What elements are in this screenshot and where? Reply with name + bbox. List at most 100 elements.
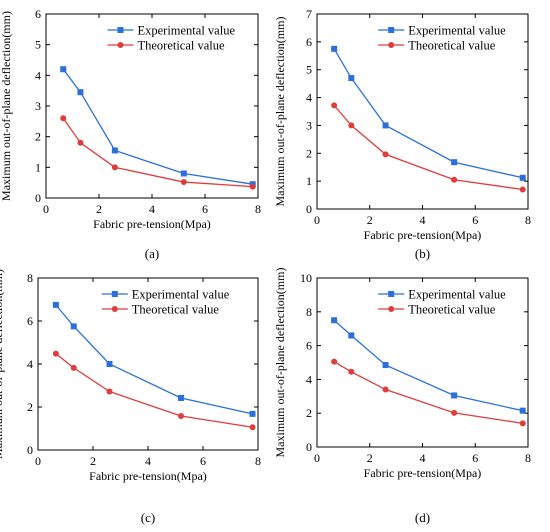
y-tick-label: 1: [35, 160, 41, 174]
experimental-point: [178, 394, 184, 401]
theoretical-line: [333, 361, 523, 424]
y-tick-label: 2: [306, 406, 312, 420]
x-tick-label: 6: [472, 213, 478, 227]
x-tick-label: 8: [255, 202, 261, 216]
x-tick-label: 8: [255, 454, 261, 468]
y-tick-label: 7: [306, 7, 312, 21]
x-tick-label: 0: [314, 213, 320, 227]
x-tick-label: 4: [420, 213, 426, 227]
theoretical-point: [348, 368, 355, 375]
x-tick-label: 6: [202, 202, 208, 216]
legend-circle-marker: [388, 42, 395, 48]
legend-square-marker: [111, 291, 118, 297]
y-tick-label: 4: [306, 372, 312, 386]
x-tick-label: 8: [525, 213, 531, 227]
theoretical-point: [60, 115, 67, 122]
experimental-point: [451, 392, 458, 399]
experimental-line: [333, 319, 523, 412]
x-axis-label: Fabric pre-tension(Mpa): [364, 228, 482, 242]
x-tick-label: 2: [367, 451, 373, 465]
y-tick-label: 4: [35, 68, 41, 82]
experimental-line: [333, 48, 523, 179]
x-tick-label: 0: [314, 451, 320, 465]
legend-square-marker: [388, 291, 395, 297]
experimental-point: [451, 159, 458, 166]
y-tick-label: 2: [27, 400, 33, 414]
experimental-line: [62, 68, 253, 185]
x-axis-label: Fabric pre-tension(Mpa): [364, 466, 482, 480]
theoretical-point: [70, 364, 77, 371]
experimental-point: [519, 407, 526, 414]
x-tick-label: 2: [90, 454, 96, 468]
theoretical-line: [55, 353, 253, 428]
x-tick-label: 8: [525, 451, 531, 465]
y-axis-label: Maximum out-of-plane deflection(mm): [273, 268, 287, 458]
experimental-point: [331, 317, 338, 324]
y-tick-label: 2: [35, 130, 41, 144]
experimental-point: [382, 122, 389, 129]
experimental-point: [70, 323, 77, 330]
y-tick-label: 4: [306, 91, 312, 105]
experimental-point: [331, 45, 338, 52]
x-tick-label: 2: [96, 202, 102, 216]
x-axis-label: Fabric pre-tension(Mpa): [93, 217, 211, 231]
theoretical-point: [249, 183, 256, 190]
legend-label: Experimental value: [408, 288, 506, 302]
chart-panel-4: 0 2 4 6 8 0 2 4 6 8 10 Fabric pre-tension(Mpa) Maxim…: [273, 268, 531, 525]
panel-label: (c): [141, 510, 155, 525]
y-tick-label: 8: [27, 271, 33, 285]
x-tick-label: 6: [472, 451, 478, 465]
x-tick-label: 4: [420, 451, 426, 465]
x-tick-label: 0: [43, 202, 49, 216]
theoretical-point: [77, 139, 84, 146]
theoretical-point: [451, 409, 458, 416]
theoretical-point: [52, 350, 59, 357]
theoretical-point: [180, 179, 187, 186]
x-tick-label: 2: [367, 213, 373, 227]
theoretical-point: [451, 176, 458, 183]
legend-label: Experimental value: [137, 24, 235, 38]
panel-label: (a): [145, 246, 159, 261]
x-tick-label: 0: [35, 454, 41, 468]
y-tick-label: 8: [306, 305, 312, 319]
theoretical-point: [382, 386, 389, 393]
theoretical-point: [519, 420, 526, 427]
y-tick-label: 5: [35, 38, 41, 52]
y-axis-label: Maximum out-of-plane deflection(mm): [0, 11, 13, 201]
theoretical-point: [178, 413, 184, 420]
x-axis-label: Fabric pre-tension(Mpa): [89, 469, 207, 483]
experimental-line: [55, 304, 253, 415]
y-tick-label: 2: [306, 146, 312, 160]
y-tick-label: 1: [306, 174, 312, 188]
x-tick-label: 6: [200, 454, 206, 468]
legend-label: Theoretical value: [408, 303, 496, 317]
y-tick-label: 6: [306, 339, 312, 353]
y-tick-label: 6: [306, 35, 312, 49]
experimental-point: [348, 332, 355, 339]
experimental-point: [249, 410, 256, 417]
theoretical-point: [331, 358, 338, 365]
experimental-point: [106, 361, 113, 367]
y-tick-label: 6: [35, 7, 41, 21]
theoretical-line: [333, 104, 523, 191]
y-tick-label: 6: [27, 314, 33, 328]
y-tick-label: 0: [306, 440, 312, 454]
y-tick-label: 5: [306, 63, 312, 77]
experimental-point: [60, 66, 67, 73]
theoretical-point: [519, 186, 526, 193]
y-tick-label: 0: [35, 191, 41, 205]
y-tick-label: 4: [27, 357, 33, 371]
theoretical-point: [382, 151, 389, 158]
experimental-point: [382, 362, 389, 369]
theoretical-point: [249, 424, 256, 431]
x-tick-label: 4: [149, 202, 155, 216]
y-axis-label: Maximum out-of-plane deflection(mm): [273, 17, 287, 207]
legend-label: Theoretical value: [137, 39, 225, 53]
chart-panel-3: 0 2 4 6 8 0 2 4 6 8 Fabric pre-tension(Mpa) Maximum…: [0, 269, 261, 525]
legend-circle-marker: [388, 306, 395, 312]
experimental-point: [519, 174, 526, 181]
y-tick-label: 0: [27, 443, 33, 457]
theoretical-point: [106, 388, 113, 395]
